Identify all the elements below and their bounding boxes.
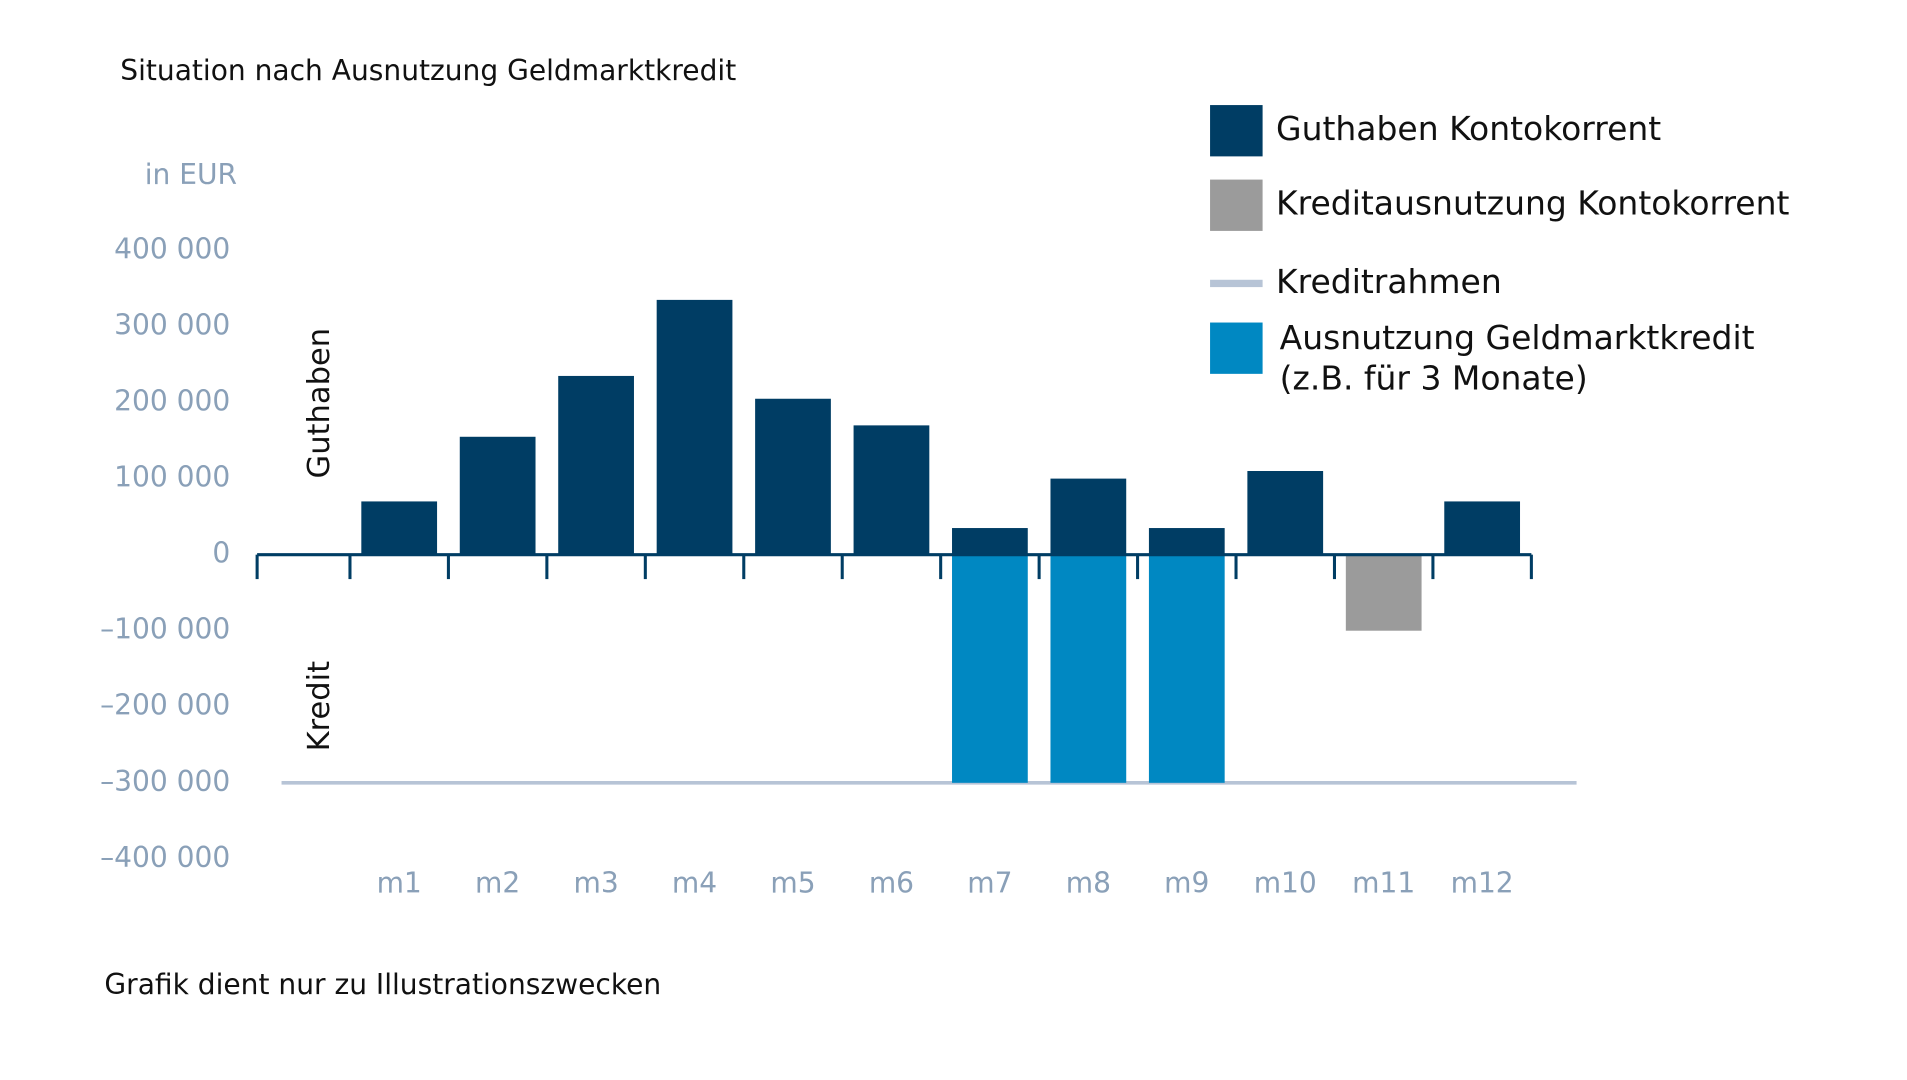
y-tick-label: 400 000 bbox=[114, 232, 230, 265]
legend-swatch bbox=[1210, 105, 1263, 157]
bar bbox=[1345, 554, 1422, 631]
bar bbox=[1148, 554, 1225, 783]
legend-detail: (z.B. für 3 Monate) bbox=[1280, 358, 1588, 397]
negative-label: Kredit bbox=[302, 661, 337, 752]
y-tick-label: 300 000 bbox=[114, 309, 230, 342]
legend-label: Kreditausnutzung Kontokorrent bbox=[1276, 184, 1789, 223]
x-tick-label: m11 bbox=[1352, 867, 1415, 900]
x-tick-label: m10 bbox=[1254, 867, 1317, 900]
bar bbox=[755, 398, 831, 555]
bar bbox=[361, 501, 438, 555]
x-tick-label: m8 bbox=[1066, 867, 1111, 900]
x-tick-label: m9 bbox=[1164, 867, 1209, 900]
bar bbox=[1050, 478, 1127, 555]
x-tick-label: m3 bbox=[573, 867, 618, 900]
x-tick-label: m12 bbox=[1451, 867, 1514, 900]
footnote: Grafik dient nur zu Illustrationszwecken bbox=[104, 968, 661, 1001]
y-tick-label: 200 000 bbox=[114, 385, 230, 418]
x-tick-label: m4 bbox=[672, 867, 717, 900]
chart-title: Situation nach Ausnutzung Geldmarktkredi… bbox=[120, 54, 736, 87]
legend-label: Guthaben Kontokorrent bbox=[1276, 109, 1661, 148]
bar bbox=[952, 528, 1028, 555]
y-tick-label: –300 000 bbox=[100, 765, 230, 798]
bar bbox=[656, 299, 733, 555]
bar bbox=[459, 436, 536, 555]
x-tick-label: m6 bbox=[869, 867, 914, 900]
legend-label: Kreditrahmen bbox=[1276, 262, 1502, 301]
bar bbox=[1050, 554, 1127, 783]
positive-label: Guthaben bbox=[302, 328, 337, 479]
legend-label: Ausnutzung Geldmarktkredit bbox=[1280, 318, 1755, 357]
y-tick-label: 0 bbox=[212, 537, 230, 570]
x-tick-label: m2 bbox=[475, 867, 520, 900]
legend-swatch bbox=[1210, 322, 1263, 374]
x-tick-label: m7 bbox=[967, 867, 1012, 900]
legend-swatch bbox=[1210, 279, 1263, 288]
bar bbox=[952, 554, 1028, 783]
y-axis-label: in EUR bbox=[145, 158, 237, 191]
bar bbox=[1148, 528, 1225, 555]
y-tick-label: –400 000 bbox=[100, 841, 230, 874]
bar bbox=[1444, 501, 1521, 555]
legend-swatch bbox=[1210, 179, 1263, 231]
x-tick-label: m5 bbox=[770, 867, 815, 900]
y-tick-label: –200 000 bbox=[100, 689, 230, 722]
bar bbox=[1247, 471, 1324, 555]
x-tick-label: m1 bbox=[377, 867, 422, 900]
bar bbox=[558, 375, 634, 555]
bar bbox=[853, 425, 930, 555]
y-tick-label: 100 000 bbox=[114, 461, 230, 494]
y-tick-label: –100 000 bbox=[100, 613, 230, 646]
